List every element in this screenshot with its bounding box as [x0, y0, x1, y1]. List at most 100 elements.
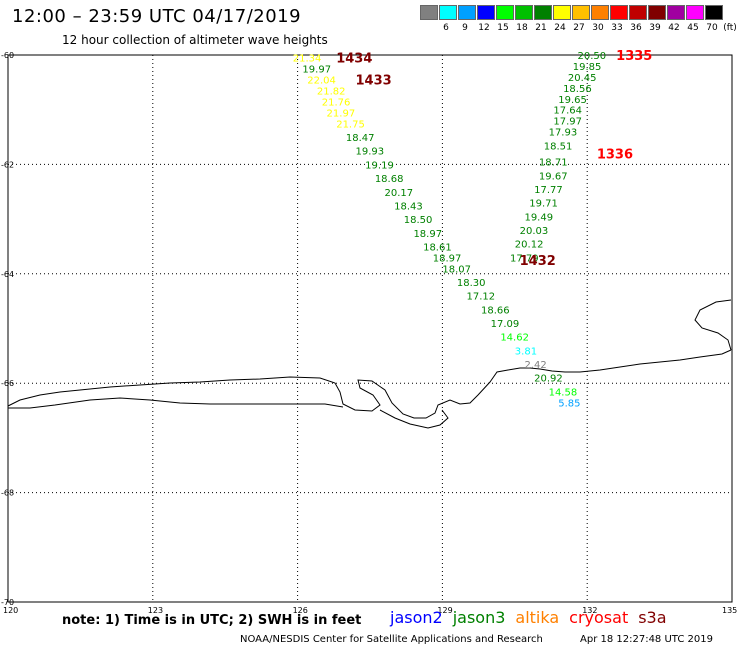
- scale-label: 18: [516, 23, 528, 33]
- wave-height-label: 19.85: [573, 62, 602, 73]
- scale-swatch: [439, 5, 457, 20]
- wave-height-label: 18.07: [442, 264, 471, 275]
- wave-height-label: 20.17: [384, 188, 413, 199]
- scale-label: 27: [573, 23, 585, 33]
- map-title: 12:00 – 23:59 UTC 04/17/2019: [12, 6, 302, 27]
- wave-height-label: 20.50: [578, 51, 607, 62]
- wave-height-label: 18.66: [481, 305, 510, 316]
- wave-height-label: 17.77: [534, 185, 563, 196]
- scale-swatch: [553, 5, 571, 20]
- satellite-name: altika: [515, 608, 560, 627]
- wave-height-label: 21.75: [336, 119, 365, 130]
- wave-height-label: 5.85: [558, 398, 580, 409]
- scale-swatch: [686, 5, 704, 20]
- wave-height-label: 20.92: [534, 374, 563, 385]
- wave-height-label: 17.12: [467, 292, 496, 303]
- generation-timestamp: Apr 18 12:27:48 UTC 2019: [580, 634, 713, 645]
- scale-swatch: [572, 5, 590, 20]
- lon-tick-label: 126: [293, 606, 308, 615]
- wave-height-label: 21.97: [327, 108, 356, 119]
- lat-lon-grid: [8, 55, 732, 602]
- wave-height-label: 14.62: [500, 333, 529, 344]
- lat-tick-label: -66: [1, 379, 14, 388]
- scale-swatch: [496, 5, 514, 20]
- satellite-name: cryosat: [569, 608, 629, 627]
- scale-label: 12: [478, 23, 490, 33]
- wave-height-label: 19.67: [539, 171, 568, 182]
- scale-label: 6: [443, 23, 449, 33]
- credit-line: NOAA/NESDIS Center for Satellite Applica…: [240, 634, 543, 645]
- pass-number-label: 1335: [616, 49, 652, 64]
- pass-number-label: 1336: [597, 147, 633, 162]
- scale-swatch: [458, 5, 476, 20]
- wave-height-label: 20.03: [520, 226, 549, 237]
- wave-height-label: 20.45: [568, 73, 597, 84]
- map-frame: [7, 54, 733, 603]
- lon-tick-label: 129: [437, 606, 452, 615]
- lat-tick-label: -68: [1, 489, 14, 498]
- scale-swatch: [629, 5, 647, 20]
- wave-height-label: 19.93: [356, 147, 385, 158]
- units-note: note: 1) Time is in UTC; 2) SWH is in fe…: [62, 613, 362, 628]
- wave-height-label: 17.64: [553, 106, 582, 117]
- wave-height-label: 18.51: [544, 141, 573, 152]
- wave-height-label: 17.09: [491, 319, 520, 330]
- scale-swatch: [667, 5, 685, 20]
- wave-height-label: 18.68: [375, 174, 404, 185]
- lat-tick-label: -60: [1, 51, 14, 60]
- lon-tick-label: 132: [582, 606, 597, 615]
- wave-height-label: 18.97: [413, 229, 442, 240]
- scale-label: 33: [611, 23, 623, 33]
- scale-label: 39: [649, 23, 661, 33]
- wave-height-label: 19.19: [365, 160, 394, 171]
- lon-tick-label: 123: [148, 606, 163, 615]
- scale-label: 30: [592, 23, 604, 33]
- pass-number-label: 1433: [356, 74, 392, 89]
- wave-height-label: 14.58: [549, 387, 578, 398]
- lat-tick-label: -70: [1, 598, 14, 607]
- pass-number-label: 1432: [520, 254, 556, 269]
- scale-swatch: [477, 5, 495, 20]
- scale-label: 9: [462, 23, 468, 33]
- scale-swatch: [534, 5, 552, 20]
- scale-swatch: [610, 5, 628, 20]
- scale-label: 24: [554, 23, 566, 33]
- scale-unit: (ft): [723, 23, 737, 33]
- wave-height-label: 18.71: [539, 158, 568, 169]
- wave-height-label: 19.97: [302, 65, 331, 76]
- wave-height-label: 17.97: [553, 117, 582, 128]
- scale-swatch: [420, 5, 438, 20]
- wave-height-label: 3.81: [515, 346, 537, 357]
- wave-height-label: 20.12: [515, 240, 544, 251]
- scale-swatch: [591, 5, 609, 20]
- wave-height-label: 22.04: [307, 76, 336, 87]
- lat-tick-label: -64: [1, 270, 14, 279]
- scale-label: 15: [497, 23, 509, 33]
- coastline-inlet: [8, 397, 449, 429]
- pass-number-label: 1434: [336, 52, 372, 67]
- scale-label: 70: [706, 23, 718, 33]
- wave-height-label: 19.65: [558, 95, 587, 106]
- wave-height-label: 18.97: [433, 253, 462, 264]
- lat-tick-label: -62: [1, 160, 14, 169]
- scale-swatch: [705, 5, 723, 20]
- map-subtitle: 12 hour collection of altimeter wave hei…: [62, 33, 328, 47]
- wave-height-label: 21.34: [293, 54, 322, 65]
- wave-height-label: 2.42: [524, 360, 546, 371]
- lon-tick-label: 120: [3, 606, 18, 615]
- wave-height-label: 18.43: [394, 201, 423, 212]
- coastline-peninsula: [694, 299, 732, 351]
- satellite-name: jason2: [390, 608, 443, 627]
- scale-swatch: [648, 5, 666, 20]
- scale-swatch: [515, 5, 533, 20]
- wave-height-label: 18.30: [457, 278, 486, 289]
- satellite-name: s3a: [638, 608, 667, 627]
- satellite-legend: jason2 jason3 altika cryosat s3a: [390, 608, 677, 627]
- scale-label: 36: [630, 23, 642, 33]
- scale-label: 42: [668, 23, 680, 33]
- wave-height-label: 21.76: [322, 97, 351, 108]
